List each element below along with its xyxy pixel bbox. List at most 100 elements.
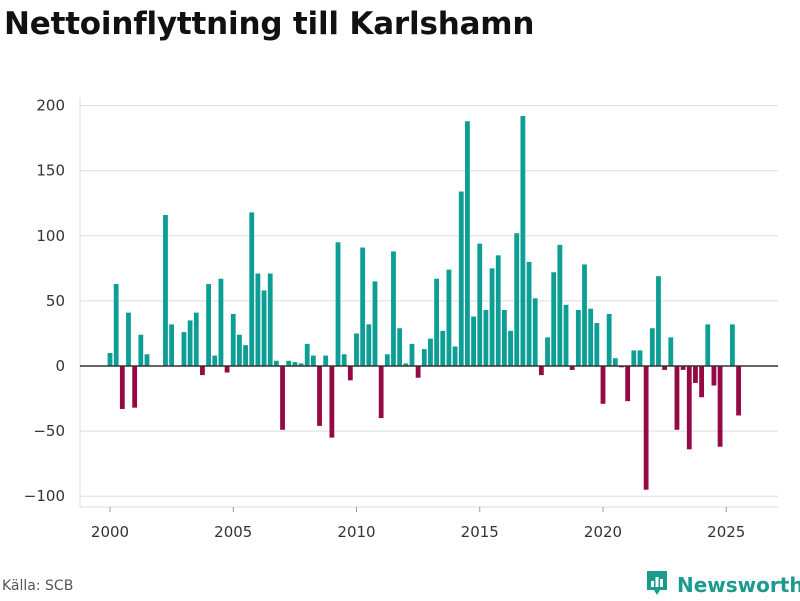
bar-positive (489, 268, 495, 366)
bar-positive (502, 310, 507, 366)
gridlines (79, 98, 778, 508)
bar-negative (717, 366, 723, 447)
bars (107, 116, 741, 490)
bar-negative (686, 366, 692, 450)
bar-positive (372, 281, 378, 366)
bar-positive (440, 330, 446, 366)
bar-positive (138, 334, 144, 366)
bar-negative (711, 366, 717, 386)
bar-positive (421, 349, 427, 366)
bar-positive (477, 243, 483, 366)
bar-negative (347, 366, 353, 381)
bar-negative (569, 366, 575, 370)
newsworthy-logo[interactable]: Newsworthy (645, 569, 800, 601)
bar-positive (705, 324, 711, 366)
bar-negative (378, 366, 384, 419)
y-tick-label: 0 (55, 357, 65, 375)
newsworthy-logo-icon (645, 569, 669, 601)
bar-positive (575, 310, 581, 366)
bar-negative (415, 366, 421, 378)
bar-positive (181, 332, 187, 366)
bar-negative (329, 366, 335, 438)
bar-positive (495, 255, 501, 366)
bar-positive (397, 328, 403, 366)
bar-positive (126, 312, 131, 366)
bar-positive (446, 269, 452, 366)
bar-positive (310, 355, 316, 366)
bar-positive (483, 310, 489, 366)
newsworthy-logo-text: Newsworthy (677, 573, 800, 597)
bar-positive (366, 324, 372, 366)
bar-negative (662, 366, 668, 370)
y-tick-label: −50 (33, 422, 65, 440)
bar-positive (606, 313, 612, 366)
bar-positive (514, 233, 520, 366)
bar-negative (693, 366, 698, 383)
bar-positive (187, 320, 193, 366)
bar-positive (526, 261, 532, 366)
bar-negative (132, 366, 138, 408)
bar-positive (384, 354, 390, 366)
bar-positive (458, 191, 464, 366)
bar-negative (674, 366, 680, 430)
x-tick-label: 2000 (91, 523, 129, 541)
bar-positive (261, 290, 267, 366)
chart-title: Nettoinflyttning till Karlshamn (4, 6, 535, 42)
bar-positive (594, 323, 600, 366)
bar-negative (200, 366, 205, 376)
bar-positive (360, 247, 366, 366)
bar-positive (532, 298, 538, 366)
bar-positive (335, 242, 341, 366)
y-tick-label: −100 (24, 487, 65, 505)
bar-chart: −100 −50 0 50 100 150 200 2000 2005 2010 2015 2020… (24, 97, 778, 541)
bar-positive (292, 362, 298, 366)
bar-positive (273, 360, 279, 366)
bar-positive (237, 334, 242, 366)
bar-positive (243, 345, 248, 366)
y-axis-ticks: −100 −50 0 50 100 150 200 (24, 97, 65, 506)
x-tick-label: 2025 (707, 523, 745, 541)
bar-positive (212, 355, 218, 366)
bar-positive (323, 355, 329, 366)
bar-positive (545, 337, 550, 366)
bar-positive (434, 278, 440, 366)
bar-positive (668, 337, 674, 366)
bar-positive (249, 212, 255, 366)
bar-positive (107, 352, 113, 366)
x-tick-label: 2020 (584, 523, 622, 541)
bar-positive (409, 343, 415, 366)
y-tick-label: 150 (36, 162, 65, 180)
bar-positive (631, 350, 637, 366)
bar-negative (699, 366, 705, 398)
bar-positive (218, 278, 224, 366)
x-tick-label: 2005 (214, 523, 252, 541)
bar-positive (588, 308, 594, 366)
bar-positive (471, 316, 476, 366)
x-axis-ticks: 2000 2005 2010 2015 2020 2025 (91, 507, 745, 541)
bar-positive (612, 358, 618, 366)
bar-negative (119, 366, 125, 409)
bar-positive (298, 363, 304, 366)
bar-positive (391, 251, 396, 366)
bar-positive (354, 333, 359, 366)
bar-positive (163, 214, 168, 366)
bar-positive (169, 324, 175, 366)
bar-positive (304, 343, 310, 366)
y-tick-label: 50 (46, 292, 65, 310)
bar-negative (317, 366, 322, 426)
bar-negative (600, 366, 606, 404)
bar-positive (113, 283, 119, 366)
y-tick-label: 200 (36, 97, 65, 115)
bar-negative (625, 366, 631, 402)
bar-positive (563, 304, 569, 366)
bar-positive (428, 338, 433, 366)
x-tick-label: 2015 (461, 523, 499, 541)
bar-positive (286, 360, 292, 366)
y-tick-label: 100 (36, 227, 65, 245)
bar-positive (637, 350, 643, 366)
bar-positive (557, 244, 563, 366)
bar-positive (649, 328, 655, 366)
bar-negative (538, 366, 544, 376)
bar-positive (403, 363, 409, 366)
bar-negative (643, 366, 649, 490)
